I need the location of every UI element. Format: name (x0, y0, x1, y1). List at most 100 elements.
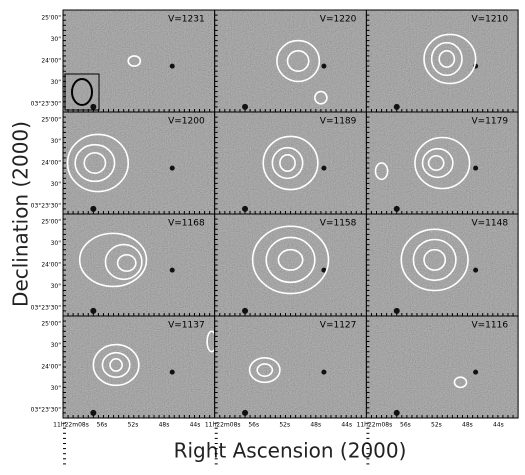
dec-tick-label: 24'00" (41, 58, 61, 65)
contour (453, 376, 468, 389)
channel-panel: V=1137 (62, 315, 218, 465)
contour (256, 363, 274, 377)
dec-tick-label: 25'00" (41, 117, 61, 124)
dec-tick-label: 30" (51, 385, 62, 392)
panel-noise (214, 10, 367, 112)
star (393, 103, 400, 110)
dec-tick-label: 03°23'30" (31, 305, 62, 312)
velocity-label: V=1189 (320, 117, 357, 127)
panel-noise (366, 10, 519, 112)
ra-tick-label: 56s (97, 422, 108, 429)
channel-panel: V=1148 (365, 213, 519, 363)
contour (412, 238, 457, 282)
dec-tick-label: 30" (51, 138, 62, 145)
star (473, 369, 479, 375)
dec-tick-label: 30" (51, 79, 62, 86)
panel-noise (214, 112, 367, 214)
contour (74, 143, 116, 183)
channel-panel: V=1189 (214, 111, 367, 261)
contour (438, 49, 456, 68)
contour (104, 243, 143, 281)
ra-tick-label: 11h22m08s (205, 422, 241, 429)
contour (421, 147, 454, 179)
star (242, 307, 249, 314)
contour (78, 232, 148, 288)
star (90, 307, 97, 314)
dec-tick-label: 25'00" (41, 219, 61, 226)
contour (286, 49, 310, 72)
ra-tick-label: 11h22m08s (53, 422, 89, 429)
dec-tick-label: 30" (51, 342, 62, 349)
star (242, 103, 249, 110)
contour (116, 253, 137, 272)
beam (71, 78, 93, 106)
ra-tick-label: 52s (279, 422, 290, 429)
star (169, 63, 175, 69)
contour (83, 152, 107, 175)
star (393, 205, 400, 212)
panel-noise (214, 316, 367, 418)
dec-tick-label: 30" (51, 181, 62, 188)
panel-noise (63, 214, 215, 316)
contour (430, 41, 463, 77)
contour (374, 162, 389, 181)
star (321, 63, 327, 69)
ra-tick-label: 56s (400, 422, 411, 429)
contour (101, 351, 131, 379)
contour (251, 225, 330, 295)
velocity-label: V=1179 (471, 117, 508, 127)
contour (427, 155, 445, 171)
contour (277, 248, 304, 271)
channel-panel: V=1179 (365, 111, 519, 261)
star (169, 267, 175, 273)
panel-noise (366, 112, 519, 214)
ra-tick-label: 44s (493, 422, 504, 429)
panel-noise (214, 214, 367, 316)
ra-tick-label: 44s (190, 422, 201, 429)
ra-tick-label: 44s (341, 422, 352, 429)
star (242, 409, 249, 416)
ra-tick-label: 56s (248, 422, 259, 429)
star (393, 307, 400, 314)
star (90, 409, 97, 416)
dec-tick-label: 24'00" (41, 160, 61, 167)
contour (92, 343, 140, 387)
star (321, 369, 327, 375)
contour (66, 133, 130, 193)
velocity-label: V=1231 (168, 15, 205, 25)
contour (271, 146, 304, 180)
contour (279, 154, 296, 172)
contour (423, 33, 477, 85)
star (473, 267, 479, 273)
star (169, 369, 175, 375)
y-axis-label: Declination (2000) (9, 121, 33, 307)
star (90, 205, 97, 212)
dec-tick-label: 03°23'30" (31, 203, 62, 210)
velocity-label: V=1168 (168, 219, 205, 229)
dec-tick-label: 30" (51, 36, 62, 43)
ra-tick-label: 52s (431, 422, 442, 429)
ra-tick-label: 52s (128, 422, 139, 429)
contour (314, 90, 328, 105)
contour (414, 136, 471, 190)
contour (262, 135, 319, 191)
contour (400, 228, 469, 292)
panel-noise (366, 214, 519, 316)
channel-panel: V=1116 (365, 315, 519, 465)
channel-panel: V=1158 (214, 213, 367, 363)
dec-tick-label: 03°23'30" (31, 101, 62, 108)
beam-box (64, 73, 100, 111)
star (321, 165, 327, 171)
panel-noise (63, 112, 215, 214)
dec-tick-label: 30" (51, 240, 62, 247)
star (169, 165, 175, 171)
velocity-label: V=1137 (168, 321, 205, 331)
channel-panel: V=1210 (365, 9, 519, 159)
x-axis-label: Right Ascension (2000) (174, 439, 407, 463)
contour (265, 236, 316, 284)
star (321, 267, 327, 273)
velocity-label: V=1127 (320, 321, 357, 331)
dec-tick-label: 03°23'30" (31, 407, 62, 414)
velocity-label: V=1220 (320, 15, 357, 25)
